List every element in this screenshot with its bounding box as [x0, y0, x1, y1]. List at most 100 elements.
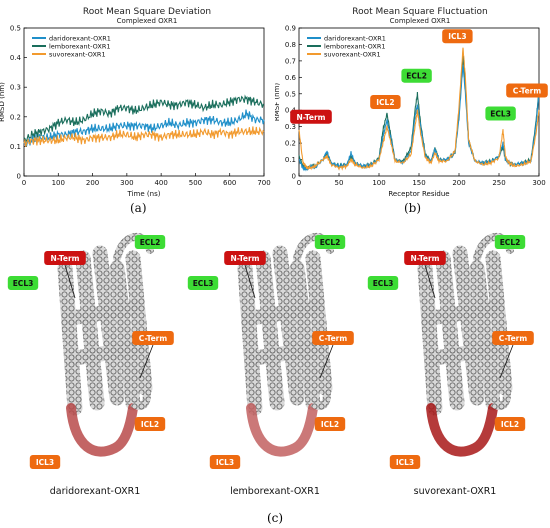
leader-line — [139, 344, 154, 379]
region-badge — [132, 331, 174, 345]
region-badge — [312, 331, 354, 345]
legend-label: suvorexant-OXR1 — [324, 51, 381, 59]
region-label: N-Term — [410, 254, 439, 263]
helix-segment — [57, 260, 83, 416]
x-tick-label: 400 — [154, 179, 167, 187]
plot-area: 0 50 100 150 200 250 300 0 0.1 0.2 0.3 0.4 0.5 0.6 0.7… — [275, 25, 548, 198]
chart-title: Root Mean Square Deviation — [83, 7, 211, 17]
helix-segment — [92, 245, 125, 406]
x-tick-label: 50 — [335, 179, 344, 187]
y-tick-label: 0.3 — [285, 123, 296, 131]
y-tick-label: 0.9 — [285, 25, 296, 33]
panel-label-a: (a) — [130, 201, 147, 215]
region-badge — [29, 455, 61, 469]
annotation-label: N-Term — [296, 113, 325, 122]
y-tick-label: 0.3 — [10, 84, 21, 92]
region-label: ECL2 — [500, 238, 521, 247]
y-tick-label: 0.4 — [285, 107, 297, 115]
annotation-label: ECL2 — [406, 72, 427, 81]
region-badge — [404, 251, 446, 265]
series-line-2 — [298, 47, 540, 171]
plot-frame — [23, 27, 265, 177]
plot-area: 0 100 200 300 400 500 600 700 0 0.1 0.2 0.3 0.4 0.5 Ti… — [0, 25, 271, 199]
helix-segment — [435, 250, 465, 411]
annotation-badge — [442, 29, 473, 44]
protein-caption: daridorexant-OXR1 — [50, 486, 141, 497]
region-badge — [134, 417, 166, 431]
annotation-label: ICL2 — [376, 98, 394, 107]
helix-segment — [417, 260, 443, 416]
annotation-label: C-Term — [513, 86, 542, 95]
annotation-badge — [290, 109, 332, 124]
x-tick-label: 250 — [492, 179, 505, 187]
y-tick-label: 0.5 — [10, 25, 21, 33]
region-badge — [44, 251, 86, 265]
protein-structure: N-Term ECL2 ECL3 C-Term ICL2 ICL3 daridorexant… — [7, 232, 174, 497]
helix-segment — [423, 300, 503, 326]
helix-segment — [305, 250, 333, 396]
annotation-badge — [485, 106, 516, 121]
protein-caption: lemborexant-OXR1 — [230, 486, 320, 497]
helix-segment — [255, 250, 285, 411]
helix-segment — [272, 245, 305, 406]
y-tick-label: 0.4 — [10, 54, 22, 62]
helix-segment — [63, 300, 143, 326]
region-label: C-Term — [139, 334, 168, 343]
legend-label: lemborexant-OXR1 — [49, 43, 110, 51]
leader-line — [499, 344, 514, 379]
icl2-loop — [490, 385, 511, 410]
icl2-loop — [130, 385, 151, 410]
series-line-0 — [298, 64, 540, 172]
region-label: N-Term — [230, 254, 259, 263]
annotation-badge — [506, 83, 548, 98]
leader-line — [64, 264, 76, 299]
region-badge — [7, 276, 39, 290]
region-label: ECL3 — [373, 279, 394, 288]
region-label: N-Term — [50, 254, 79, 263]
annotation-badge — [401, 68, 432, 83]
region-label: ECL2 — [140, 238, 161, 247]
annotation-label: ECL3 — [490, 110, 511, 119]
region-badge — [314, 235, 346, 249]
region-label: ICL2 — [501, 420, 519, 429]
rmsd-chart: Root Mean Square Deviation Complexed OXR… — [0, 7, 271, 199]
region-label: ICL3 — [36, 458, 54, 467]
region-badge — [314, 417, 346, 431]
x-tick-label: 100 — [372, 179, 385, 187]
y-tick-label: 0 — [292, 173, 296, 181]
helix-segment — [485, 250, 513, 396]
icl2-loop — [310, 385, 331, 410]
y-tick-label: 0 — [17, 173, 21, 181]
x-tick-label: 0 — [22, 179, 26, 187]
helix-segment — [469, 260, 501, 411]
x-tick-label: 200 — [452, 179, 465, 187]
x-tick-label: 150 — [412, 179, 425, 187]
y-tick-label: 0.5 — [285, 90, 296, 98]
region-label: ICL2 — [321, 420, 339, 429]
y-axis-label: RMSD (nm) — [0, 82, 6, 122]
helix-segment — [243, 300, 323, 326]
chart-subtitle: Complexed OXR1 — [390, 17, 451, 25]
x-tick-label: 300 — [120, 179, 133, 187]
region-label: ICL2 — [141, 420, 159, 429]
helix-segment — [247, 340, 328, 366]
region-label: C-Term — [319, 334, 348, 343]
leader-line — [244, 264, 256, 299]
protein-structure: N-Term ECL2 ECL3 C-Term ICL2 ICL3 lemborexant-… — [187, 232, 354, 497]
helix-segment — [75, 250, 105, 411]
x-tick-label: 700 — [257, 179, 270, 187]
y-tick-label: 0.2 — [10, 113, 21, 121]
helix-segment — [289, 260, 321, 411]
region-label: ECL3 — [13, 279, 34, 288]
region-label: C-Term — [499, 334, 528, 343]
leader-line — [319, 344, 334, 379]
icl3-loop — [66, 403, 138, 457]
rmsf-chart: Root Mean Square Fluctuation Complexed O… — [275, 7, 548, 198]
x-tick-label: 100 — [52, 179, 65, 187]
region-label: ECL2 — [320, 238, 341, 247]
y-tick-label: 0.2 — [285, 140, 296, 148]
legend-label: suvorexant-OXR1 — [49, 51, 106, 59]
series-line-1 — [23, 94, 265, 143]
x-tick-label: 200 — [86, 179, 99, 187]
x-axis-label: Time (ns) — [127, 190, 161, 198]
